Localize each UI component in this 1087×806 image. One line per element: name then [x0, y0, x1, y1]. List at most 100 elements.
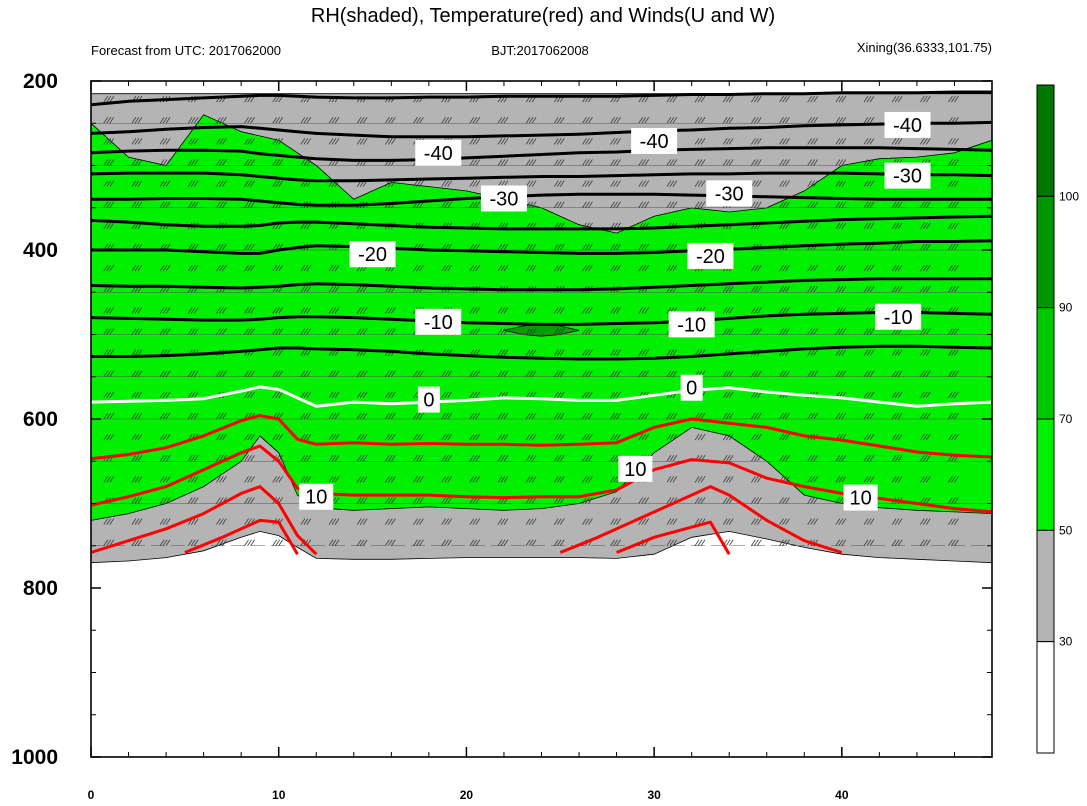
xtick-label-2: 20	[460, 788, 474, 802]
wind-barb-360	[638, 328, 650, 335]
wind-barb-341	[103, 328, 115, 335]
wind-barb-78	[553, 138, 565, 145]
wind-barb-264	[553, 264, 565, 272]
wind-barb-491	[835, 412, 847, 420]
wind-barb-366	[807, 328, 818, 335]
wind-barb-143	[638, 180, 650, 187]
wind-barb-519	[751, 433, 762, 441]
wind-barb-406	[187, 370, 199, 377]
ytick-label-1: 400	[23, 239, 58, 262]
wind-barb-520	[779, 433, 790, 441]
wind-barb-342	[131, 328, 143, 335]
wind-barb-113	[666, 159, 678, 166]
wind-barb-432	[920, 370, 931, 377]
wind-barb-160	[244, 201, 255, 208]
wind-barb-655	[216, 539, 227, 546]
wind-barb-126	[159, 180, 171, 187]
wind-barb-488	[751, 412, 762, 420]
wind-barb-315	[244, 307, 255, 314]
wind-barb-130	[272, 180, 283, 187]
wind-barb-142	[610, 180, 621, 187]
wind-barb-421	[610, 370, 621, 377]
wind-barbs	[103, 95, 959, 546]
contour-label-box-8	[415, 308, 462, 335]
wind-barb-653	[159, 539, 171, 546]
wind-barb-128	[216, 180, 227, 187]
wind-barb-510	[497, 433, 509, 441]
wind-barb-68	[272, 138, 283, 145]
wind-barb-417	[497, 370, 509, 377]
wind-barb-542	[525, 455, 537, 462]
contour-label-15: 10	[849, 488, 871, 510]
wind-barb-32	[131, 117, 143, 124]
wind-barb-529	[159, 455, 171, 462]
wind-barb-237	[666, 243, 678, 251]
wind-barb-498	[159, 433, 171, 441]
wind-barb-115	[722, 159, 734, 166]
wind-barb-441	[300, 391, 312, 399]
contour-label-box-11	[417, 386, 440, 413]
wind-barb-145	[694, 180, 706, 187]
contour-label-5: -30	[715, 183, 744, 205]
wind-barb-244	[863, 243, 875, 251]
wind-barb-261	[469, 264, 481, 272]
wind-barb-646	[835, 518, 847, 525]
wind-barb-350	[356, 328, 368, 335]
wind-barb-305	[835, 286, 847, 293]
wind-barb-551	[779, 455, 790, 462]
wind-barb-564	[272, 476, 283, 483]
wind-barb-345	[216, 328, 227, 335]
wind-barb-46	[525, 117, 537, 124]
wind-barb-23	[751, 95, 762, 103]
wind-barb-231	[497, 243, 509, 251]
wind-barb-494	[920, 412, 931, 420]
contour-label-box-14	[618, 455, 653, 482]
wind-barb-55	[779, 117, 790, 124]
wind-barb-429	[835, 370, 847, 377]
wind-barb-659	[328, 539, 340, 546]
wind-barb-39	[328, 117, 340, 124]
wind-barb-530	[187, 455, 199, 462]
wind-barb-464	[948, 391, 959, 399]
wind-barb-324	[497, 307, 509, 314]
wind-barb-36	[244, 117, 255, 124]
wind-barb-308	[920, 286, 931, 293]
wind-barb-47	[553, 117, 565, 124]
wind-barb-136	[441, 180, 452, 187]
wind-barb-157	[159, 201, 171, 208]
wind-barb-474	[356, 412, 368, 420]
wind-barb-135	[413, 180, 424, 187]
wind-barb-580	[722, 476, 734, 483]
wind-barb-386	[497, 349, 509, 356]
wind-barb-62	[103, 138, 115, 145]
wind-barb-31	[103, 117, 115, 124]
wind-barb-422	[638, 370, 650, 377]
wind-barb-329	[638, 307, 650, 314]
contour-line-15	[184, 518, 299, 555]
wind-barb-439	[244, 391, 255, 399]
wind-barb-647	[863, 518, 875, 525]
wind-barb-316	[272, 307, 283, 314]
contour-label-box-12	[680, 374, 703, 401]
wind-barb-232	[525, 243, 537, 251]
wind-barb-212	[835, 222, 847, 230]
wind-barb-184	[920, 201, 931, 208]
wind-barb-277	[920, 264, 931, 272]
wind-barb-357	[553, 328, 565, 335]
wind-barb-365	[779, 328, 790, 335]
wind-barb-517	[694, 433, 706, 441]
wind-barb-80	[610, 138, 621, 145]
wind-barb-93	[103, 159, 115, 166]
wind-barb-230	[469, 243, 481, 251]
wind-barb-544	[582, 455, 593, 462]
wind-barb-409	[272, 370, 283, 377]
wind-barb-79	[582, 138, 593, 145]
wind-barb-553	[835, 455, 847, 462]
wind-barb-415	[441, 370, 452, 377]
wind-barb-97	[216, 159, 227, 166]
wind-barb-414	[413, 370, 424, 377]
wind-barb-28	[891, 95, 903, 103]
wind-barb-221	[216, 243, 227, 251]
wind-barb-110	[582, 159, 593, 166]
